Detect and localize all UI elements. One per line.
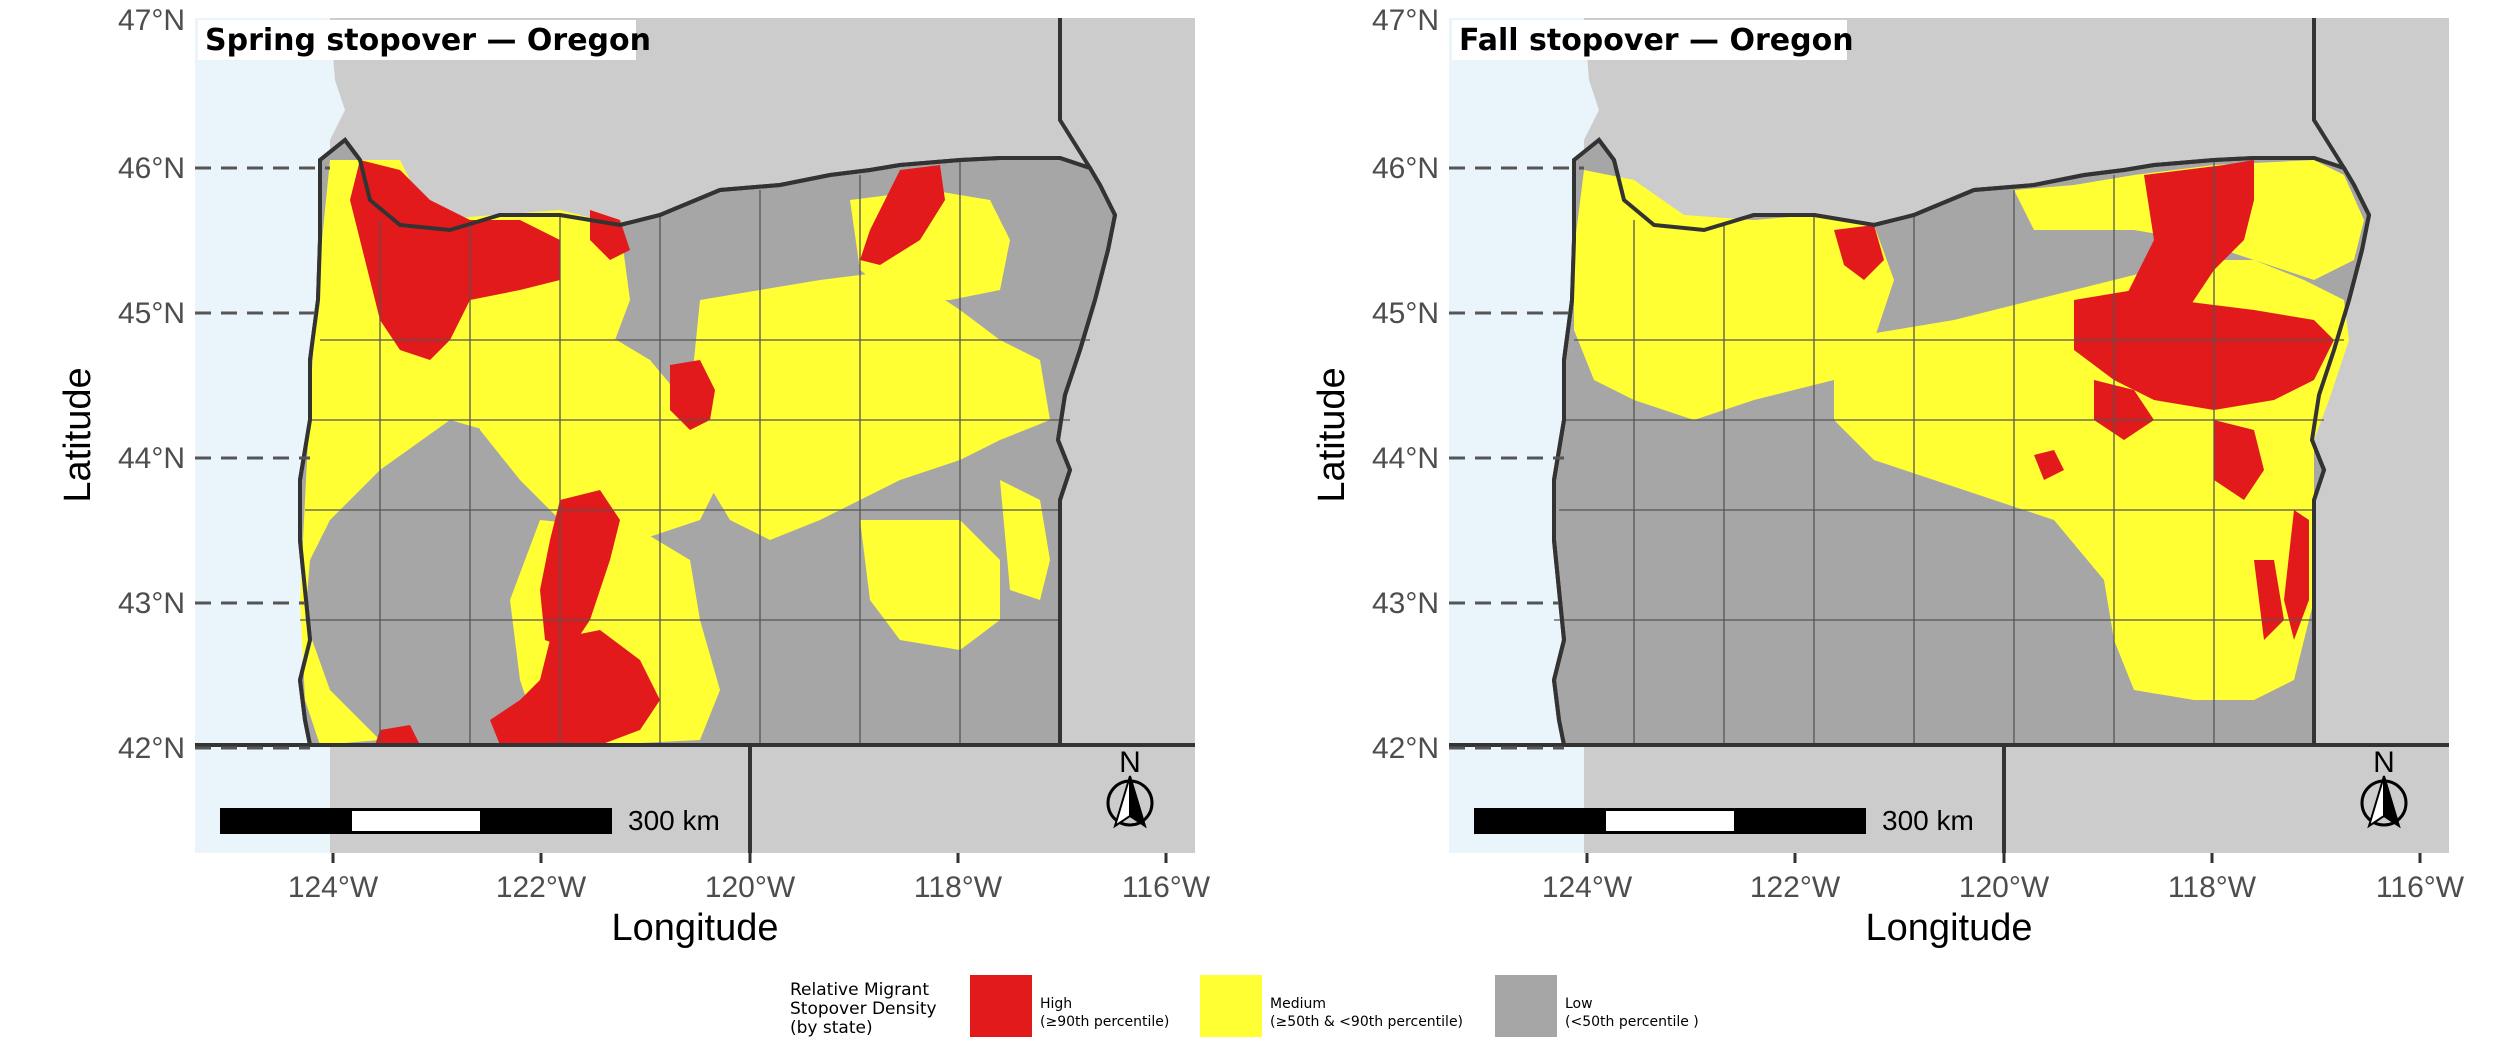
- latitude-gridlines: [195, 166, 330, 750]
- legend-text-high: High (≥90th percentile): [1040, 995, 1169, 1031]
- legend-text-low: Low (<50th percentile ): [1565, 995, 1699, 1031]
- legend-detail-high: (≥90th percentile): [1040, 1014, 1170, 1030]
- legend-detail-low: (<50th percentile ): [1565, 1014, 1699, 1030]
- x-axis-title: Longitude: [612, 907, 779, 949]
- scale-bar-label: 300 km: [628, 805, 720, 836]
- x-tick-label: 124°W: [288, 871, 379, 904]
- fall-map-panel: 47°N 46°N 45°N 44°N 43°N 42°N 124°W 122°…: [1254, 0, 2500, 960]
- legend-label-high: High: [1040, 996, 1073, 1012]
- legend-detail-medium: (≥50th & <90th percentile): [1270, 1014, 1464, 1030]
- y-tick-label: 43°N: [118, 587, 185, 620]
- legend-item-low: Low (<50th percentile ): [1495, 975, 1745, 1055]
- legend-label-medium: Medium: [1270, 996, 1326, 1012]
- legend: Relative Migrant Stopover Density (by st…: [790, 975, 1790, 1055]
- y-tick-label: 46°N: [1372, 152, 1439, 185]
- oregon-outline: [297, 137, 1118, 747]
- spring-map-svg: 47°N 46°N 45°N 44°N 43°N 42°N 124°W 122°…: [57, 4, 1211, 949]
- legend-title: Relative Migrant Stopover Density (by st…: [790, 980, 937, 1038]
- panel-title: Spring stopover — Oregon: [205, 23, 651, 58]
- y-axis-title: Latitude: [1311, 367, 1353, 502]
- north-arrow-icon: N: [1106, 746, 1154, 829]
- scale-bar-label: 300 km: [1882, 805, 1974, 836]
- county-boundaries: [300, 160, 1090, 745]
- panel-title-background: [1452, 20, 1847, 60]
- legend-item-medium: Medium (≥50th & <90th percentile): [1200, 975, 1500, 1055]
- x-tick-label: 122°W: [1750, 871, 1841, 904]
- latitude-gridlines: [1449, 166, 1584, 750]
- state-borders: [195, 18, 1195, 853]
- spring-map-panel: 47°N 46°N 45°N 44°N 43°N 42°N 124°W 122°…: [0, 0, 1250, 960]
- panel-title: Fall stopover — Oregon: [1459, 23, 1854, 58]
- x-tick-label: 116°W: [1122, 871, 1211, 904]
- x-tick-label: 116°W: [2376, 871, 2465, 904]
- oregon-outline: [1551, 137, 2372, 747]
- y-axis-title: Latitude: [57, 367, 99, 502]
- x-tick-label: 122°W: [496, 871, 587, 904]
- ocean-coast: [1449, 18, 1599, 853]
- x-axis-title: Longitude: [1866, 907, 2033, 949]
- x-tick-label: 124°W: [1542, 871, 1633, 904]
- y-tick-label: 43°N: [1372, 587, 1439, 620]
- legend-text-medium: Medium (≥50th & <90th percentile): [1270, 995, 1463, 1031]
- north-arrow-label: N: [2373, 746, 2395, 779]
- x-tick-label: 118°W: [2168, 871, 2257, 904]
- north-arrow-label: N: [1119, 746, 1141, 779]
- north-arrow-icon: N: [2360, 746, 2408, 829]
- state-borders: [1449, 18, 2449, 853]
- y-tick-label: 47°N: [118, 4, 185, 37]
- scale-bar: 300 km: [1474, 805, 1974, 836]
- x-tick-label: 120°W: [1959, 871, 2050, 904]
- x-tick-label: 120°W: [705, 871, 796, 904]
- y-tick-label: 42°N: [1372, 732, 1439, 765]
- y-tick-label: 45°N: [118, 297, 185, 330]
- fall-map-svg: 47°N 46°N 45°N 44°N 43°N 42°N 124°W 122°…: [1311, 4, 2465, 949]
- y-tick-label: 44°N: [1372, 442, 1439, 475]
- legend-swatch-medium: [1200, 975, 1262, 1037]
- legend-swatch-low: [1495, 975, 1557, 1037]
- legend-label-low: Low: [1565, 996, 1593, 1012]
- y-tick-label: 46°N: [118, 152, 185, 185]
- legend-item-high: High (≥90th percentile): [970, 975, 1200, 1055]
- x-axis-ticks: [1585, 853, 2422, 863]
- scale-bar: 300 km: [220, 805, 720, 836]
- x-axis-ticks: [331, 853, 1168, 863]
- y-tick-label: 44°N: [118, 442, 185, 475]
- county-boundaries: [1554, 160, 2344, 745]
- y-tick-label: 45°N: [1372, 297, 1439, 330]
- panel-title-background: [198, 20, 636, 60]
- y-tick-label: 42°N: [118, 732, 185, 765]
- y-tick-label: 47°N: [1372, 4, 1439, 37]
- ocean-coast: [195, 18, 345, 853]
- legend-swatch-high: [970, 975, 1032, 1037]
- x-tick-label: 118°W: [914, 871, 1003, 904]
